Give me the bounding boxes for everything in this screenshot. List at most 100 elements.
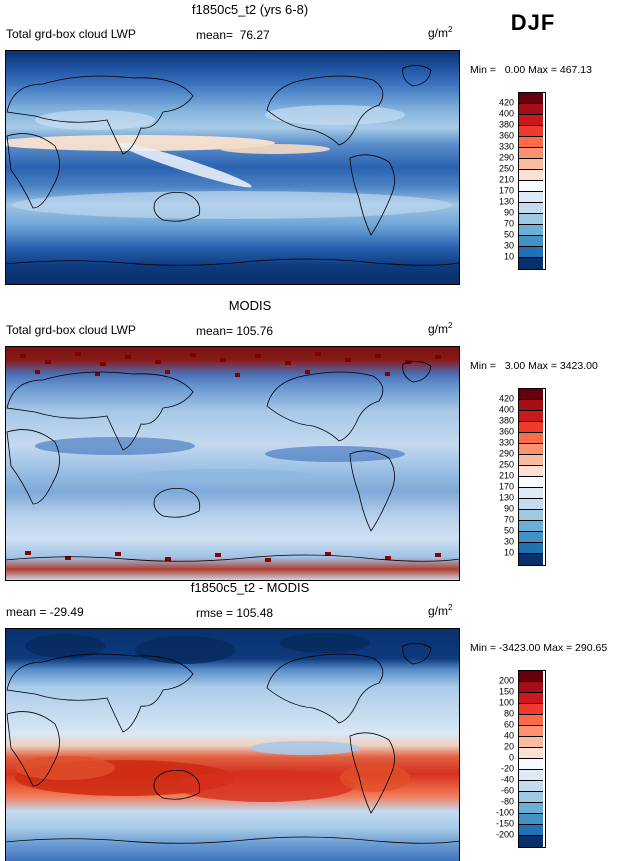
colorbar-tick: -60 (500, 785, 514, 796)
coastlines (5, 361, 460, 562)
map-obs (5, 346, 460, 581)
colorbar-tick: 170 (498, 481, 514, 492)
units-label: g/m2 (428, 25, 453, 40)
panel-title: f1850c5_t2 - MODIS (190, 580, 310, 595)
colorbar-cell (519, 477, 543, 488)
panel-obs: MODIS Total grd-box cloud LWP mean= 105.… (0, 296, 625, 592)
minmax-label: Min = -3423.00 Max = 290.65 (470, 642, 608, 654)
colorbar-cell (519, 671, 543, 682)
colorbar-cell (519, 682, 543, 693)
variable-label: Total grd-box cloud LWP (6, 323, 136, 337)
panel-diff: f1850c5_t2 - MODIS mean = -29.49 rmse = … (0, 578, 625, 861)
season-label: DJF (510, 10, 556, 35)
colorbar-tick: -20 (500, 763, 514, 774)
colorbar-cell (519, 510, 543, 521)
colorbar-cell (519, 104, 543, 115)
minmax-label: Min = 0.00 Max = 467.13 (470, 64, 592, 76)
colorbar-cell (519, 693, 543, 704)
colorbar-tick: 50 (503, 525, 514, 536)
colorbar-cell (519, 554, 543, 565)
colorbar-tick: 100 (498, 697, 514, 708)
colorbar-cell (519, 225, 543, 236)
colorbar-cell (519, 836, 543, 847)
map-border (5, 50, 460, 285)
colorbar-cell (519, 466, 543, 477)
colorbar-tick: 10 (503, 547, 514, 558)
colorbar-cell (519, 803, 543, 814)
colorbar-cell (519, 258, 543, 269)
map-border (5, 346, 460, 581)
colorbar-tick: 290 (498, 152, 514, 163)
colorbar-cell (519, 715, 543, 726)
colorbar-tick: -200 (495, 829, 514, 840)
colorbar-cell (519, 93, 543, 104)
colorbar-cell (519, 792, 543, 803)
diff-field (5, 628, 460, 861)
colorbar-cell (519, 748, 543, 759)
colorbar-tick: 200 (498, 675, 514, 686)
colorbar-cell (519, 214, 543, 225)
colorbar-cell (519, 704, 543, 715)
colorbar-tick: 90 (503, 503, 514, 514)
colorbar-cell (519, 181, 543, 192)
colorbar-cell (519, 759, 543, 770)
colorbar-tick: 80 (503, 708, 514, 719)
colorbar-cell (519, 521, 543, 532)
colorbar-tick: 50 (503, 229, 514, 240)
colorbar-tick: -80 (500, 796, 514, 807)
colorbar-tick: 330 (498, 437, 514, 448)
units-label: g/m2 (428, 321, 453, 336)
colorbar-tick: 90 (503, 207, 514, 218)
colorbar-tick: 210 (498, 174, 514, 185)
colorbar-tick: -150 (495, 818, 514, 829)
colorbar-cell (519, 203, 543, 214)
colorbar-tick: 250 (498, 163, 514, 174)
mean-label: mean = -29.49 (6, 605, 84, 619)
colorbar-tick: 150 (498, 686, 514, 697)
colorbar-tick: 420 (498, 393, 514, 404)
colorbar-cell (519, 814, 543, 825)
panel-title: f1850c5_t2 (yrs 6-8) (191, 2, 309, 17)
colorbar-tick: 290 (498, 448, 514, 459)
colorbar-tick: 20 (503, 741, 514, 752)
colorbar-tick: 30 (503, 240, 514, 251)
colorbar-cell (519, 148, 543, 159)
colorbar-tick: 0 (508, 752, 514, 763)
colorbar-cell (519, 389, 543, 400)
colorbar-cell (519, 737, 543, 748)
colorbar-cell (519, 726, 543, 737)
units-label: g/m2 (428, 603, 453, 618)
colorbar-tick: 360 (498, 130, 514, 141)
colorbar-tick: 40 (503, 730, 514, 741)
colorbar-tick: 10 (503, 251, 514, 262)
colorbar-cell (519, 115, 543, 126)
map-model (5, 50, 460, 285)
colorbar-cell (519, 488, 543, 499)
colorbar-cell (519, 532, 543, 543)
colorbar-tick: 30 (503, 536, 514, 547)
colorbar-tick: 130 (498, 492, 514, 503)
colorbar-cell (519, 433, 543, 444)
itcz-band (5, 135, 275, 151)
panel-model: f1850c5_t2 (yrs 6-8) Total grd-box cloud… (0, 0, 625, 296)
colorbar-cell (519, 170, 543, 181)
colorbar-tick: 70 (503, 218, 514, 229)
colorbar-diff: 200 150 100 80 60 40 20 0 -20 -40 -60 -80 -100 -150 -2… (488, 670, 546, 850)
colorbar-tick: 70 (503, 514, 514, 525)
colorbar-cell (519, 126, 543, 137)
map-diff (5, 628, 460, 861)
coastlines (5, 643, 460, 844)
obs-field (5, 346, 460, 581)
mean-label: mean= 105.76 (196, 324, 274, 338)
map-border (5, 628, 460, 861)
colorbar-tick: 420 (498, 97, 514, 108)
high-lat-speckles (20, 352, 441, 377)
panel-title: MODIS (228, 298, 272, 313)
colorbar-tick: 380 (498, 119, 514, 130)
colorbar-tick: -40 (500, 774, 514, 785)
colorbar-model: 420 400 380 360 330 290 250 210 170 130 90 70 50 30 10 (488, 92, 546, 272)
colorbar-swatches (518, 670, 546, 848)
colorbar-tick: 360 (498, 426, 514, 437)
colorbar-cell (519, 411, 543, 422)
